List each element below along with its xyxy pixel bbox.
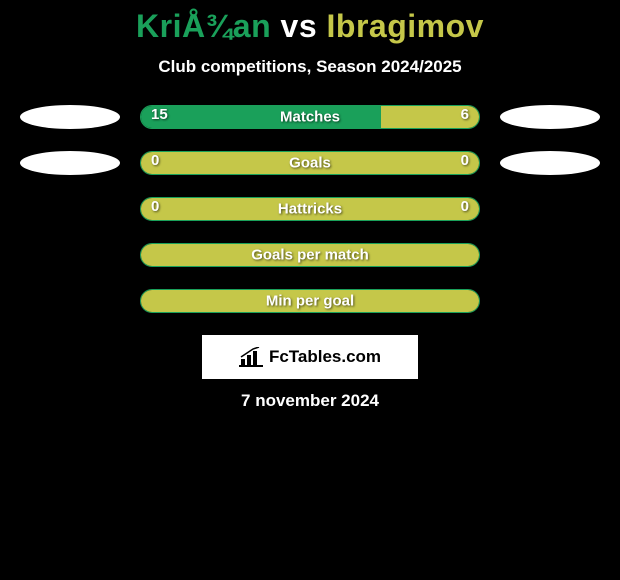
bar-label: Goals: [289, 155, 331, 172]
player2-name: Ibragimov: [327, 8, 484, 44]
stat-row: 0 0 Hattricks: [0, 197, 620, 221]
right-value: 0: [461, 152, 469, 169]
stat-row: 15 6 Matches: [0, 105, 620, 129]
player1-name: KriÅ¾an: [136, 8, 271, 44]
logo-box[interactable]: FcTables.com: [202, 335, 418, 379]
stat-bar: 0 0 Goals: [140, 151, 480, 175]
ellipse-spacer: [500, 243, 600, 267]
left-ellipse: [20, 151, 120, 175]
right-ellipse: [500, 105, 600, 129]
ellipse-spacer: [20, 289, 120, 313]
left-value: 0: [151, 152, 159, 169]
comparison-widget: KriÅ¾an vs Ibragimov Club competitions, …: [0, 0, 620, 411]
bar-label: Hattricks: [278, 201, 342, 218]
ellipse-spacer: [500, 197, 600, 221]
date-text: 7 november 2024: [0, 391, 620, 411]
stat-bar: 15 6 Matches: [140, 105, 480, 129]
left-ellipse: [20, 105, 120, 129]
logo-text: FcTables.com: [269, 347, 381, 367]
stat-bar: Goals per match: [140, 243, 480, 267]
page-title: KriÅ¾an vs Ibragimov: [0, 8, 620, 45]
left-value: 15: [151, 106, 168, 123]
right-value: 0: [461, 198, 469, 215]
ellipse-spacer: [20, 243, 120, 267]
stat-rows: 15 6 Matches 0 0 Goals 0 0 Hattricks Goals per ma…: [0, 105, 620, 313]
stat-row: Min per goal: [0, 289, 620, 313]
ellipse-spacer: [20, 197, 120, 221]
stat-bar: Min per goal: [140, 289, 480, 313]
bar-label: Goals per match: [251, 247, 369, 264]
stat-bar: 0 0 Hattricks: [140, 197, 480, 221]
ellipse-spacer: [500, 289, 600, 313]
vs-text: vs: [271, 8, 326, 44]
stat-row: Goals per match: [0, 243, 620, 267]
bar-label: Min per goal: [266, 293, 354, 310]
left-value: 0: [151, 198, 159, 215]
subtitle: Club competitions, Season 2024/2025: [0, 57, 620, 77]
bar-label: Matches: [280, 109, 340, 126]
bar-seg-left: [141, 106, 381, 128]
stat-row: 0 0 Goals: [0, 151, 620, 175]
right-ellipse: [500, 151, 600, 175]
chart-bars-icon: [239, 347, 263, 367]
right-value: 6: [461, 106, 469, 123]
